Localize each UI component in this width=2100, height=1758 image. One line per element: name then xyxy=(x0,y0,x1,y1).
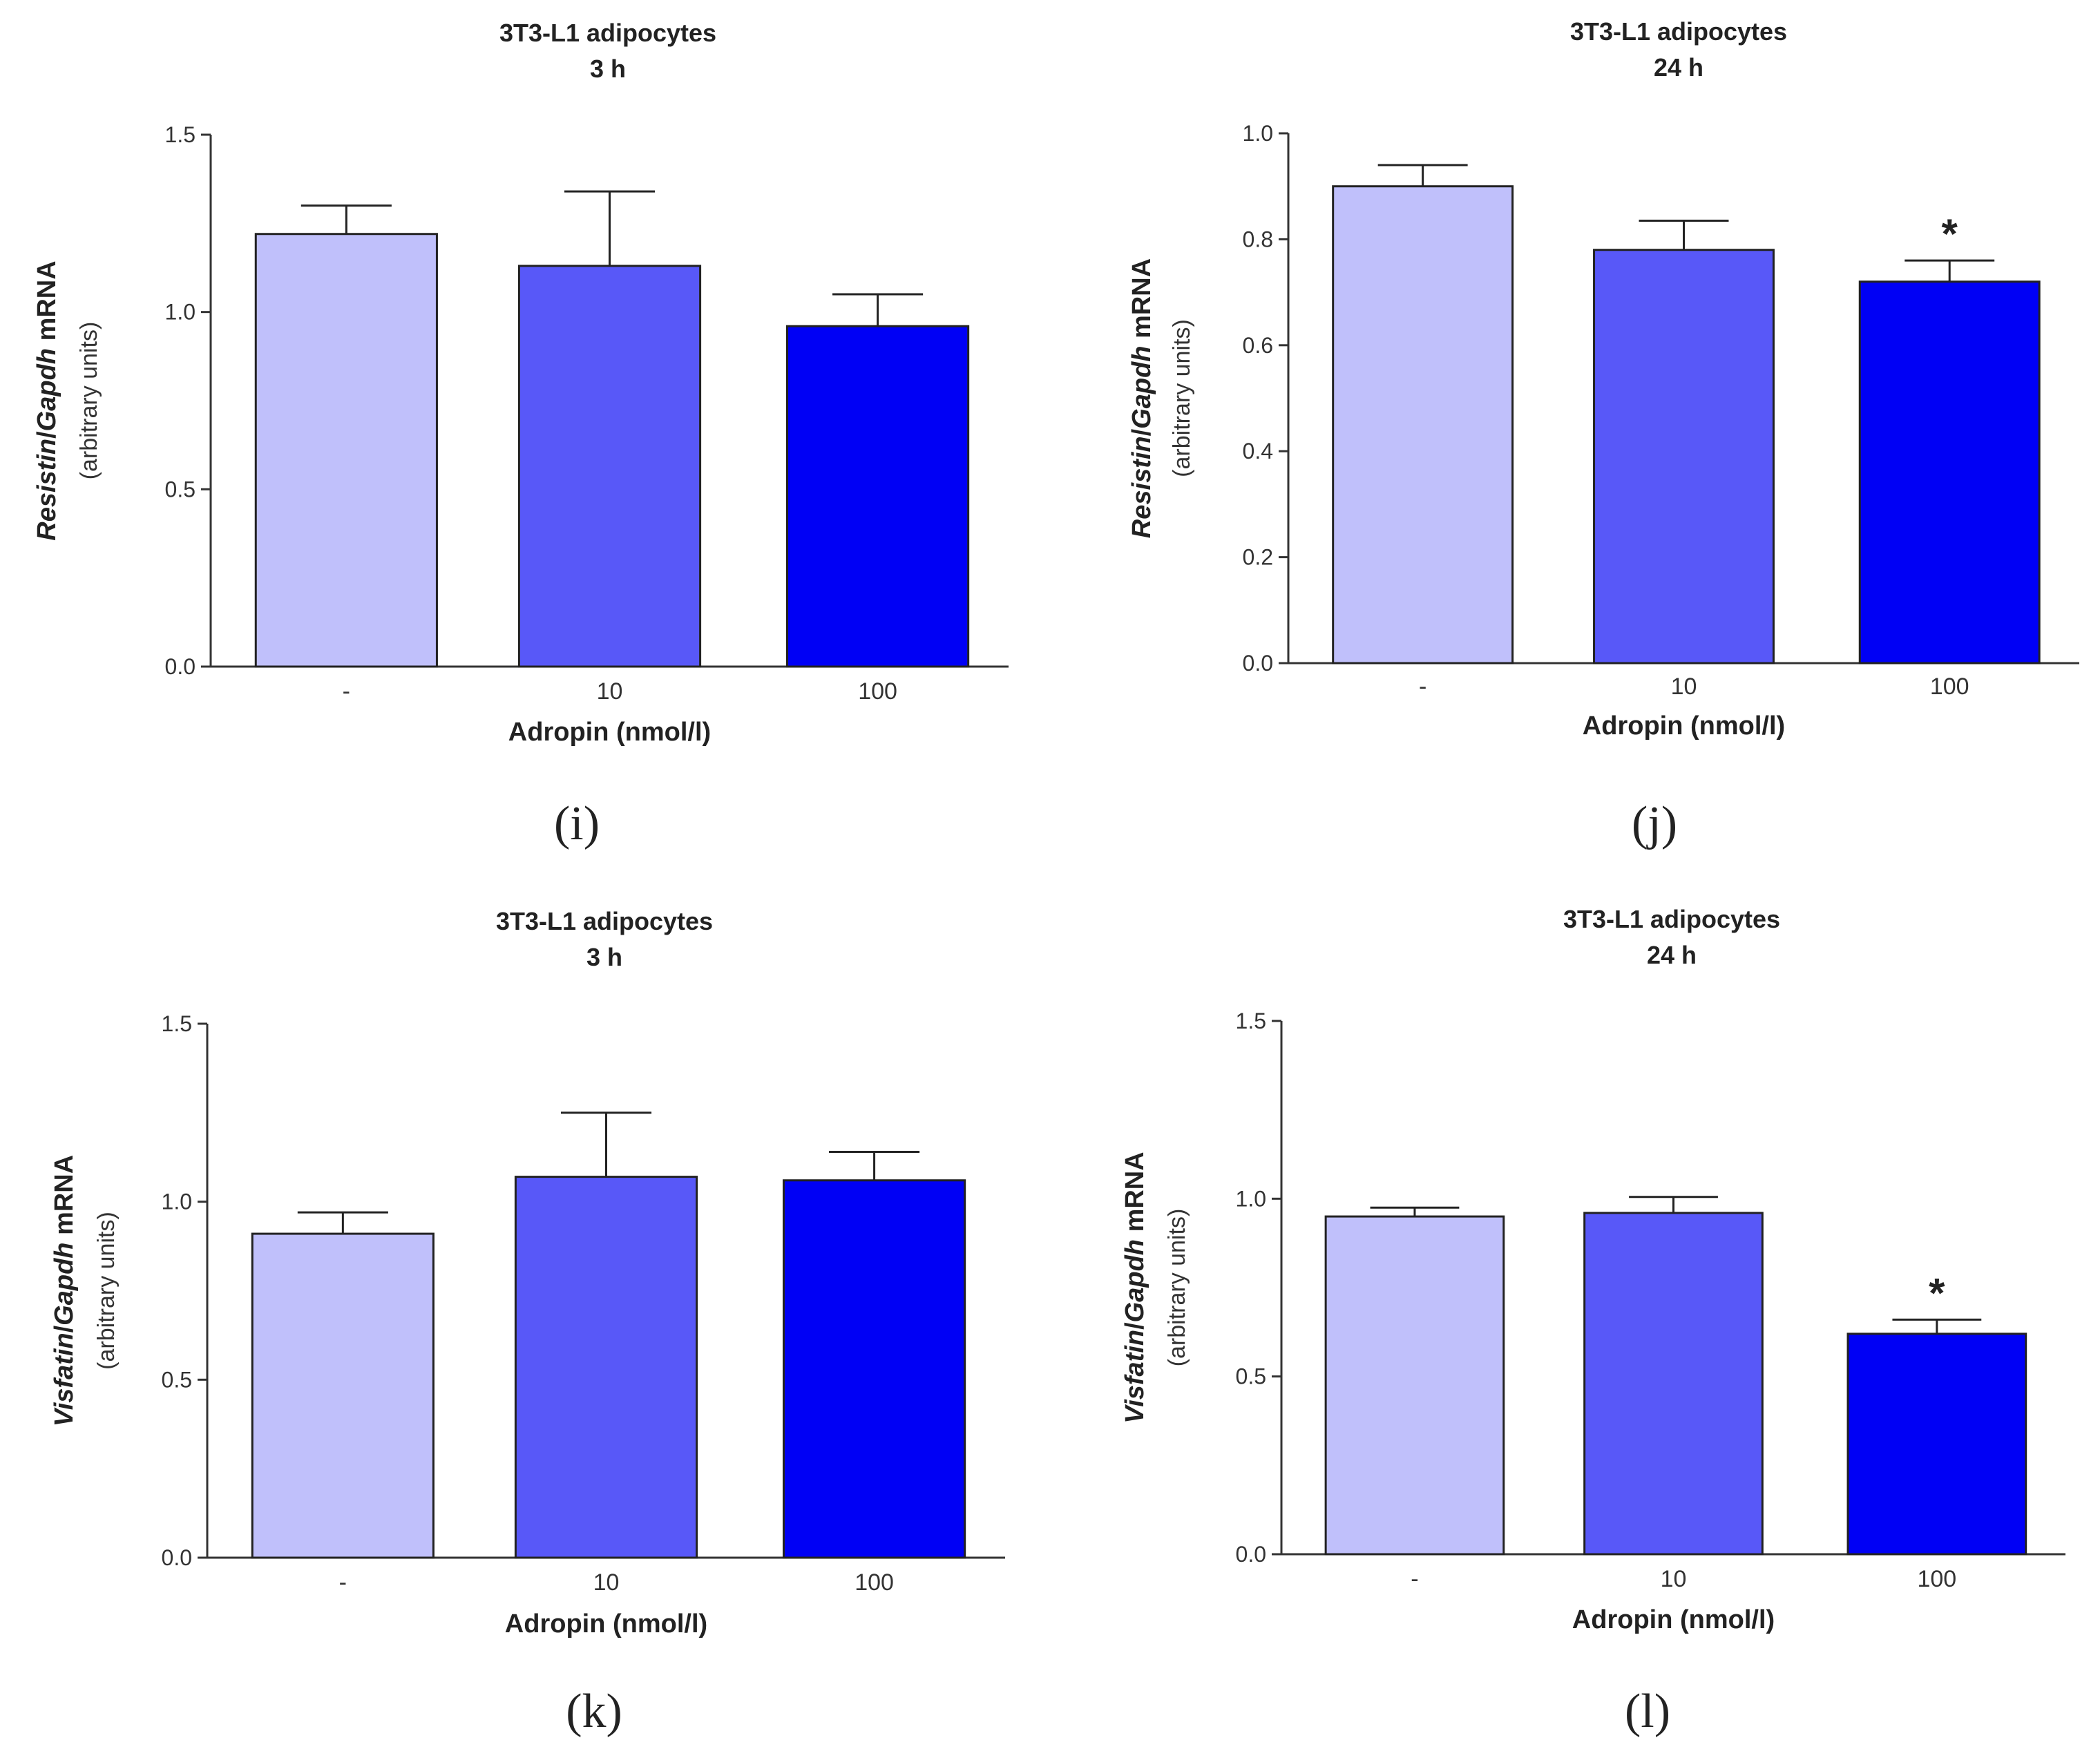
x-tick-label: 10 xyxy=(597,678,623,705)
y-axis-label: Resistin/Gapdh mRNA xyxy=(32,260,61,540)
x-tick-label: 100 xyxy=(1917,1566,1956,1592)
x-tick-label: 100 xyxy=(1930,673,1969,700)
y-label-suffix: mRNA xyxy=(32,260,61,348)
y-tick-label: 0.6 xyxy=(1243,333,1273,358)
x-tick-label: 10 xyxy=(593,1569,620,1596)
y-tick-label: 1.5 xyxy=(165,122,195,147)
bar-10 xyxy=(514,1176,698,1559)
y-label-ref: Gapdh xyxy=(1127,345,1156,428)
y-axis-units: (arbitrary units) xyxy=(93,1212,120,1370)
y-tick-label: 1.5 xyxy=(1236,1009,1266,1033)
y-label-gene: Resistin xyxy=(32,439,61,541)
y-axis-label: Visfatin/Gapdh mRNA xyxy=(50,1155,79,1426)
y-axis-units: (arbitrary units) xyxy=(1164,1209,1190,1367)
x-tick-label: - xyxy=(339,1569,347,1596)
x-tick-label: - xyxy=(343,678,350,705)
chart-panel-2: 3T3-L1 adipocytes 24 h 0.0 0.2 0.4 0.6 0.8 1.0 R… xyxy=(1127,17,2079,850)
y-tick-label: 0.5 xyxy=(1236,1364,1266,1389)
y-label-gene: Visfatin xyxy=(50,1332,79,1426)
bar-control xyxy=(1332,185,1514,665)
y-tick-label: 0.2 xyxy=(1243,545,1273,570)
y-label-slash: / xyxy=(32,431,61,439)
y-tick-label: 0.4 xyxy=(1243,439,1273,464)
chart-title-line: 3T3-L1 adipocytes xyxy=(1563,905,1780,933)
chart-title-line: 24 h xyxy=(1647,941,1697,969)
x-tick-label: 100 xyxy=(855,1569,894,1596)
chart-title-line: 3T3-L1 adipocytes xyxy=(499,19,716,47)
panel-label: (j) xyxy=(1632,797,1677,850)
y-axis-units: (arbitrary units) xyxy=(1169,319,1195,477)
significance-marker: * xyxy=(1929,1270,1945,1316)
bar-control xyxy=(251,1232,435,1559)
x-tick-label: 100 xyxy=(858,678,897,705)
y-tick-label: 0.5 xyxy=(162,1367,192,1392)
y-tick-label: 0.0 xyxy=(165,654,195,679)
chart-title-line: 3 h xyxy=(590,55,626,83)
y-label-ref: Gapdh xyxy=(32,348,61,431)
x-axis-label: Adropin (nmol/l) xyxy=(1572,1605,1775,1634)
chart-title-line: 3 h xyxy=(586,943,622,971)
significance-marker: * xyxy=(1942,211,1958,257)
bar-control xyxy=(254,233,438,668)
bar-100 xyxy=(1858,280,2041,665)
x-axis-label: Adropin (nmol/l) xyxy=(508,718,711,747)
y-tick-label: 0.0 xyxy=(1243,651,1273,676)
bar-10 xyxy=(1583,1212,1764,1556)
y-tick-label: 1.0 xyxy=(1243,121,1273,146)
bar-100 xyxy=(1846,1332,2027,1556)
chart-panel-4: 3T3-L1 adipocytes 24 h 0.0 0.5 1.0 1.5 Visfati… xyxy=(1120,905,2065,1738)
x-axis-label: Adropin (nmol/l) xyxy=(1583,711,1785,741)
y-tick-label: 0.0 xyxy=(162,1545,192,1570)
chart-title-line: 24 h xyxy=(1654,53,1703,82)
bar-control xyxy=(1324,1215,1505,1556)
y-tick-label: 0.5 xyxy=(165,477,195,501)
panel-label: (i) xyxy=(554,797,600,850)
x-tick-label: - xyxy=(1411,1566,1418,1592)
chart-title-line: 3T3-L1 adipocytes xyxy=(1570,17,1787,46)
bar-10 xyxy=(517,265,702,668)
y-label-slash: / xyxy=(50,1325,79,1332)
y-tick-label: 0.8 xyxy=(1243,227,1273,251)
y-tick-label: 0.0 xyxy=(1236,1542,1266,1567)
y-axis-units: (arbitrary units) xyxy=(76,322,102,480)
y-tick-label: 1.0 xyxy=(165,300,195,325)
chart-panel-3: 3T3-L1 adipocytes 3 h 0.0 0.5 1.0 1.5 Visfatin… xyxy=(50,907,1005,1738)
y-tick-label: 1.5 xyxy=(162,1011,192,1036)
chart-panel-1: 3T3-L1 adipocytes 3 h 0.0 0.5 1.0 1.5 Resistin… xyxy=(32,19,1009,850)
chart-title-line: 3T3-L1 adipocytes xyxy=(496,907,713,935)
y-label-ref: Gapdh xyxy=(1120,1239,1149,1322)
y-label-slash: / xyxy=(1127,428,1156,436)
y-axis-label: Visfatin/Gapdh mRNA xyxy=(1120,1152,1149,1423)
bar-100 xyxy=(785,325,970,668)
y-tick-label: 1.0 xyxy=(162,1189,192,1214)
y-label-suffix: mRNA xyxy=(50,1155,79,1243)
y-label-suffix: mRNA xyxy=(1120,1152,1149,1239)
x-axis-label: Adropin (nmol/l) xyxy=(505,1609,707,1638)
y-label-slash: / xyxy=(1120,1322,1149,1330)
bar-100 xyxy=(782,1179,966,1559)
x-tick-label: 10 xyxy=(1661,1566,1687,1592)
panel-label: (k) xyxy=(566,1685,622,1738)
y-label-ref: Gapdh xyxy=(50,1242,79,1325)
x-tick-label: - xyxy=(1419,673,1426,700)
y-label-gene: Visfatin xyxy=(1120,1330,1149,1424)
bar-10 xyxy=(1593,249,1775,665)
x-tick-label: 10 xyxy=(1671,673,1697,700)
y-label-suffix: mRNA xyxy=(1127,258,1156,346)
panel-label: (l) xyxy=(1625,1685,1670,1738)
y-axis-label: Resistin/Gapdh mRNA xyxy=(1127,258,1156,538)
y-label-gene: Resistin xyxy=(1127,436,1156,538)
y-tick-label: 1.0 xyxy=(1236,1186,1266,1211)
